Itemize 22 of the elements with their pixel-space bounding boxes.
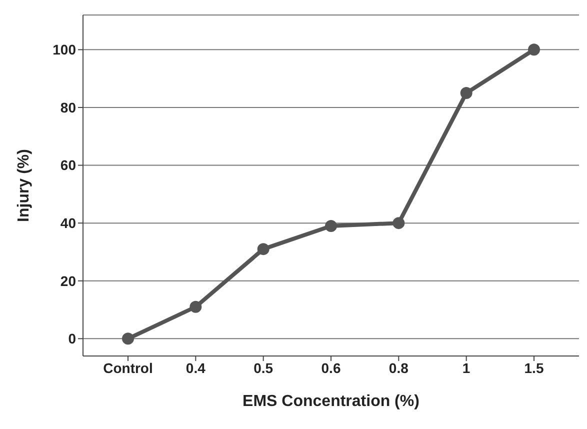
x-tick-label: 1 — [462, 360, 470, 376]
point — [392, 217, 405, 230]
y-tick-label: 40 — [60, 215, 76, 232]
x-tick-label: 0.5 — [254, 360, 274, 376]
point — [528, 44, 540, 56]
x-axis-title: EMS Concentration (%) — [242, 393, 420, 410]
y-axis-title: Injury (%) — [16, 149, 33, 222]
point — [460, 87, 472, 100]
x-tick-label: 0.4 — [186, 360, 206, 376]
point — [257, 243, 270, 256]
x-tick-label: 0.8 — [388, 360, 409, 376]
x-tick-label: 0.6 — [321, 360, 341, 376]
point — [190, 300, 202, 313]
point — [325, 220, 337, 232]
y-tick-label: 60 — [60, 157, 76, 174]
y-tick-label: 80 — [60, 99, 76, 116]
y-tick-label: 100 — [52, 42, 76, 58]
x-tick-label: Control — [103, 360, 153, 376]
x-tick-label: 1.5 — [524, 360, 544, 376]
y-tick-label: 0 — [68, 330, 76, 347]
y-tick-label: 20 — [60, 272, 76, 289]
point — [122, 332, 134, 345]
